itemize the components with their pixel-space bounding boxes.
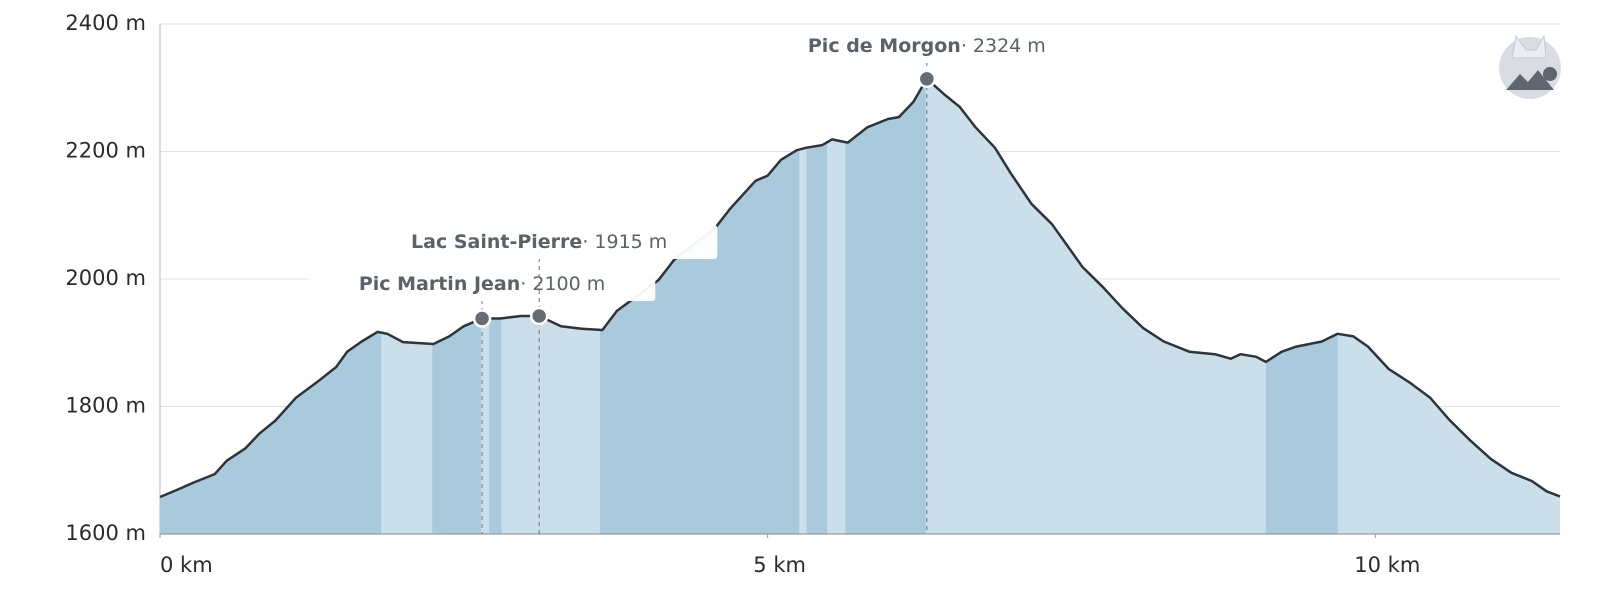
annotation-label: Pic Martin Jean· 2100 m (308, 267, 656, 301)
shaded-range (845, 78, 926, 534)
y-tick-label: 2200 m (65, 139, 146, 163)
x-tick-label: 10 km (1354, 553, 1420, 577)
annotation-text: Pic de Morgon· 2324 m (808, 35, 1046, 57)
annotation-text: Pic Martin Jean· 2100 m (359, 273, 605, 295)
x-tick-label: 5 km (753, 553, 806, 577)
logo-fox (1511, 34, 1547, 59)
annotation-value: · 1915 m (582, 231, 667, 253)
annotation-marker (917, 69, 937, 89)
logo-tail (1543, 67, 1557, 81)
annotation-label: Pic de Morgon· 2324 m (757, 29, 1096, 63)
y-tick-label: 2000 m (65, 266, 146, 290)
annotation-box (361, 225, 718, 259)
annotation-value: · 2100 m (520, 273, 605, 295)
annotation-label: Lac Saint-Pierre· 1915 m (361, 225, 718, 259)
y-tick-label: 1800 m (65, 394, 146, 418)
logo (1499, 34, 1561, 99)
y-tick-label: 2400 m (65, 11, 146, 35)
y-tick-label: 1600 m (65, 521, 146, 545)
annotation-box (757, 29, 1096, 63)
annotation-name: Lac Saint-Pierre (411, 231, 582, 253)
elevation-line (159, 77, 1561, 499)
annotation-box (308, 267, 656, 301)
annotation-name: Pic Martin Jean (359, 273, 520, 295)
annotation-name: Pic de Morgon (808, 35, 961, 57)
annotation-text: Lac Saint-Pierre· 1915 m (411, 231, 667, 253)
shaded-range (806, 78, 828, 534)
annotation-value: · 2324 m (961, 35, 1046, 57)
annotation-marker (472, 309, 492, 328)
logo-mountain (1506, 70, 1554, 90)
x-tick-label: 0 km (160, 553, 213, 577)
annotation-marker (529, 306, 549, 326)
